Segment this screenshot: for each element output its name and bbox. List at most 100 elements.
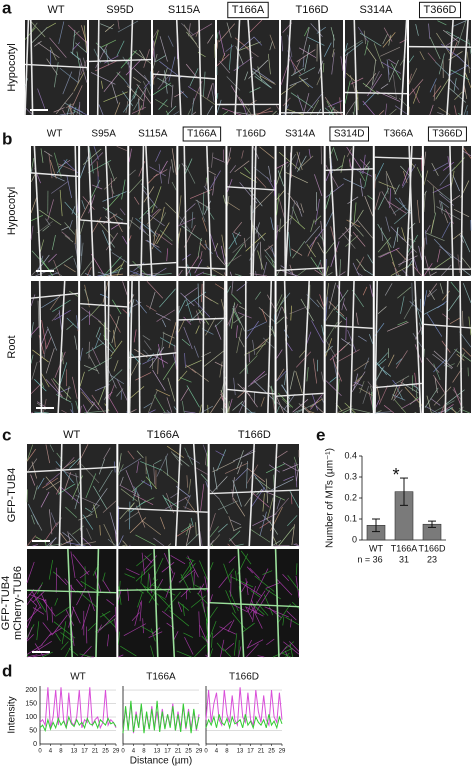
x-tick-label: 25	[102, 749, 109, 755]
micrograph	[326, 146, 373, 276]
cell-wall	[224, 281, 225, 413]
micrograph	[27, 444, 116, 546]
x-tick-label: 17	[164, 749, 171, 755]
column-label: T166D	[295, 4, 328, 16]
y-tick-label: 0	[33, 741, 37, 748]
x-tick-label: 25	[268, 749, 275, 755]
column-label: WT	[63, 429, 80, 441]
x-tick-label: WT	[369, 543, 383, 553]
micrograph	[129, 281, 176, 413]
micrograph	[424, 281, 471, 413]
cell-wall	[139, 281, 140, 413]
x-tick-label: 0	[204, 749, 208, 755]
column-label: WT	[47, 4, 64, 16]
y-axis-label: Intensity	[7, 696, 18, 733]
micrograph	[227, 146, 274, 276]
micrograph	[409, 20, 471, 115]
y-tick-label: 50	[29, 727, 37, 734]
column-label: S314A	[285, 129, 315, 140]
row-label: Hypocotyl	[6, 187, 18, 235]
micrograph	[326, 281, 373, 413]
y-tick-label: 200	[25, 687, 37, 694]
x-tick-label: 29	[279, 749, 286, 755]
column-label: T166A	[232, 4, 265, 16]
y-tick-label: 0.2	[344, 492, 357, 502]
cell-wall	[203, 281, 204, 413]
micrograph	[118, 549, 207, 657]
micrograph	[89, 20, 151, 115]
micrograph	[178, 146, 225, 276]
column-label: T166A	[187, 129, 217, 140]
micrograph-bg	[80, 146, 127, 276]
micrograph	[80, 146, 127, 276]
micrograph	[277, 146, 324, 276]
micrograph	[217, 20, 279, 115]
x-tick-label: T166D	[418, 543, 446, 553]
intensity-line	[206, 714, 282, 728]
micrograph	[277, 281, 324, 413]
micrograph	[153, 20, 215, 115]
y-tick-label: 0.1	[344, 513, 357, 523]
micrograph	[31, 281, 78, 413]
micrograph	[118, 444, 207, 546]
x-tick-label: 17	[247, 749, 254, 755]
micrograph	[210, 549, 299, 657]
micrograph	[424, 146, 471, 276]
micrograph	[129, 146, 176, 276]
column-label: T166D	[236, 129, 266, 140]
micrograph	[375, 281, 422, 413]
column-label: T166A	[147, 429, 180, 441]
micrograph-bg	[326, 281, 373, 413]
micrograph-bg	[153, 20, 215, 115]
x-tick-label: 17	[81, 749, 88, 755]
x-tick-label: T166A	[391, 543, 418, 553]
micrograph	[25, 20, 87, 115]
panel-letter: e	[316, 425, 325, 444]
micrograph	[210, 444, 299, 546]
y-tick-label: 150	[25, 700, 37, 707]
y-tick-label: 0	[352, 534, 357, 544]
micrograph	[80, 281, 127, 413]
micrograph	[375, 146, 422, 276]
panel-letter: c	[2, 425, 11, 444]
column-label: S95D	[106, 4, 134, 16]
x-tick-label: 25	[185, 749, 192, 755]
micrograph-bg	[375, 281, 422, 413]
panel-letter: d	[2, 661, 12, 680]
y-axis-label: Number of MTs (µm⁻¹)	[325, 448, 336, 548]
cell-wall	[98, 20, 99, 115]
row-label: Hypocotyl	[6, 43, 18, 91]
n-label: 31	[399, 554, 409, 564]
micrograph	[281, 20, 343, 115]
x-tick-label: 4	[49, 749, 53, 755]
column-label: T366A	[384, 129, 414, 140]
x-tick-label: 8	[59, 749, 63, 755]
panel-letter: a	[2, 0, 12, 17]
x-tick-label: 21	[175, 749, 182, 755]
column-label: S115A	[138, 129, 168, 140]
x-tick-label: 4	[215, 749, 219, 755]
x-tick-label: 21	[258, 749, 265, 755]
x-tick-label: 0	[38, 749, 42, 755]
micrograph	[345, 20, 407, 115]
column-label: WT	[47, 129, 63, 140]
x-tick-label: 13	[154, 749, 161, 755]
row-label: Root	[6, 335, 18, 358]
x-tick-label: 8	[225, 749, 229, 755]
micrograph	[178, 281, 225, 413]
micrograph-bg	[424, 146, 471, 276]
column-label: T366D	[432, 129, 462, 140]
column-label: S314D	[334, 129, 365, 140]
n-label: n = 36	[357, 554, 382, 564]
panel-letter: b	[2, 129, 12, 148]
x-axis-label: Distance (µm)	[130, 756, 192, 767]
row-label: GFP-TUB4	[6, 468, 18, 522]
x-tick-label: 4	[132, 749, 136, 755]
x-tick-label: 29	[113, 749, 120, 755]
x-tick-label: 21	[92, 749, 99, 755]
x-tick-label: 8	[142, 749, 146, 755]
plot-title: WT	[70, 672, 86, 683]
column-label: S95A	[91, 129, 116, 140]
cell-wall	[409, 47, 471, 48]
micrograph	[27, 549, 116, 657]
